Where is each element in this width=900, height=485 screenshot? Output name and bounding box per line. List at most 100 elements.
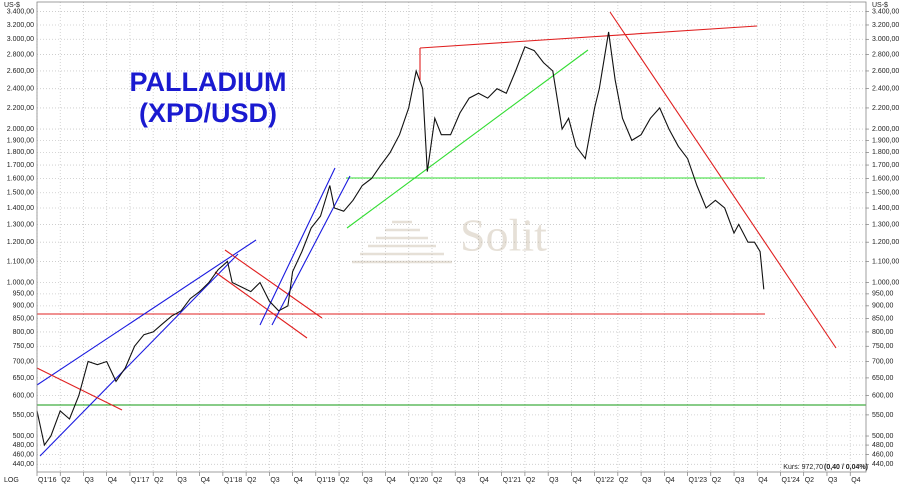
x-tick-label: Q2 [340,477,349,484]
x-tick-label: Q1'24 [781,477,800,484]
y-tick-label: 2.000,00 [7,126,34,133]
grid: 3.400,00 3.400,00 3.200,00 3.200,00 3.000,00… [7,2,899,484]
x-tick-label: Q2 [526,477,535,484]
y-tick-label: 1.500,00 [872,190,899,197]
y-tick-label: 3.400,00 [872,8,899,15]
trend-line [224,249,323,319]
trend-lines [36,11,866,457]
x-tick-label: Q1'23 [689,477,708,484]
x-tick-label: Q3 [828,477,837,484]
x-tick-label: Q2 [619,477,628,484]
y-tick-label: 3.400,00 [7,8,34,15]
y-tick-label: 460,00 [13,451,35,458]
y-tick-label: 700,00 [13,358,35,365]
y-tick-label: 1.600,00 [872,175,899,182]
trend-line [36,367,123,411]
trend-line [36,239,257,386]
x-tick-label: Q2 [154,477,163,484]
y-tick-label: 2.600,00 [872,68,899,75]
y-tick-label: 1.600,00 [7,175,34,182]
y-tick-label: 600,00 [13,392,35,399]
y-tick-label: 1.300,00 [872,221,899,228]
y-tick-label: 1.100,00 [872,258,899,265]
x-tick-label: Q3 [735,477,744,484]
x-tick-label: Q4 [572,477,581,484]
x-tick-label: Q3 [549,477,558,484]
trend-line [609,11,837,349]
x-tick-label: Q2 [247,477,256,484]
x-tick-label: Q1'18 [224,477,243,484]
y-tick-label: 500,00 [872,433,894,440]
x-tick-label: Q1'21 [503,477,522,484]
plot-frame [36,1,867,473]
y-tick-label: 1.300,00 [7,221,34,228]
y-tick-label: 950,00 [872,291,894,298]
y-tick-label: 650,00 [13,375,35,382]
y-tick-label: 1.700,00 [872,162,899,169]
y-tick-label: 750,00 [872,343,894,350]
y-tick-label: 1.800,00 [872,149,899,156]
trend-line [346,49,589,229]
trend-line [214,271,308,339]
x-tick-label: Q2 [61,477,70,484]
price-line [36,31,765,447]
y-tick-label: 1.900,00 [7,137,34,144]
y-tick-label: 850,00 [872,315,894,322]
trend-line [39,253,239,457]
watermark: Solit [352,210,547,264]
x-tick-label: Q2 [805,477,814,484]
x-tick-label: Q4 [108,477,117,484]
x-tick-label: Q4 [387,477,396,484]
y-tick-label: 460,00 [872,451,894,458]
y-tick-label: 2.800,00 [872,51,899,58]
chart-subtitle: (XPD/USD) [139,98,277,128]
y-tick-label: 1.200,00 [872,239,899,246]
x-tick-label: Q2 [712,477,721,484]
y-tick-label: 480,00 [872,442,894,449]
y-axis-unit: US-$ [872,2,888,9]
y-tick-label: 480,00 [13,442,35,449]
y-tick-label: 750,00 [13,343,35,350]
x-tick-label: Q4 [479,477,488,484]
y-tick-label: 550,00 [872,412,894,419]
y-tick-label: 1.100,00 [7,258,34,265]
y-tick-label: 500,00 [13,433,35,440]
y-tick-label: 650,00 [872,375,894,382]
change-label: (0,40 / 0,04%) [824,464,868,471]
plot [36,31,765,447]
x-tick-label: Q3 [84,477,93,484]
x-tick-label: Q4 [201,477,210,484]
y-tick-label: 1.700,00 [7,162,34,169]
x-tick-label: Q1'20 [410,477,429,484]
y-tick-label: 1.400,00 [7,205,34,212]
x-tick-label: Q4 [665,477,674,484]
y-tick-label: 550,00 [13,412,35,419]
x-tick-label: Q1'22 [596,477,615,484]
y-tick-label: 3.200,00 [7,22,34,29]
y-tick-label: 3.200,00 [872,22,899,29]
y-tick-label: 1.800,00 [7,149,34,156]
chart-title: PALLADIUM [130,67,287,97]
x-tick-label: Q1'19 [317,477,336,484]
y-tick-label: 440,00 [872,461,894,468]
y-tick-label: 850,00 [13,315,35,322]
y-tick-label: 1.000,00 [7,279,34,286]
y-tick-label: 900,00 [872,303,894,310]
y-tick-label: 950,00 [13,291,35,298]
x-tick-label: Q1'17 [131,477,150,484]
trend-line [259,167,336,326]
y-tick-label: 1.000,00 [872,279,899,286]
trend-line [419,25,758,49]
y-tick-label: 1.200,00 [7,239,34,246]
x-tick-label: Q2 [433,477,442,484]
y-tick-label: 3.000,00 [7,36,34,43]
x-tick-label: Q3 [363,477,372,484]
y-tick-label: 2.800,00 [7,51,34,58]
y-tick-label: 800,00 [872,329,894,336]
x-tick-label: Q3 [456,477,465,484]
y-tick-label: 2.000,00 [872,126,899,133]
y-tick-label: 900,00 [13,303,35,310]
trend-line [271,175,351,326]
y-tick-label: 2.200,00 [7,105,34,112]
